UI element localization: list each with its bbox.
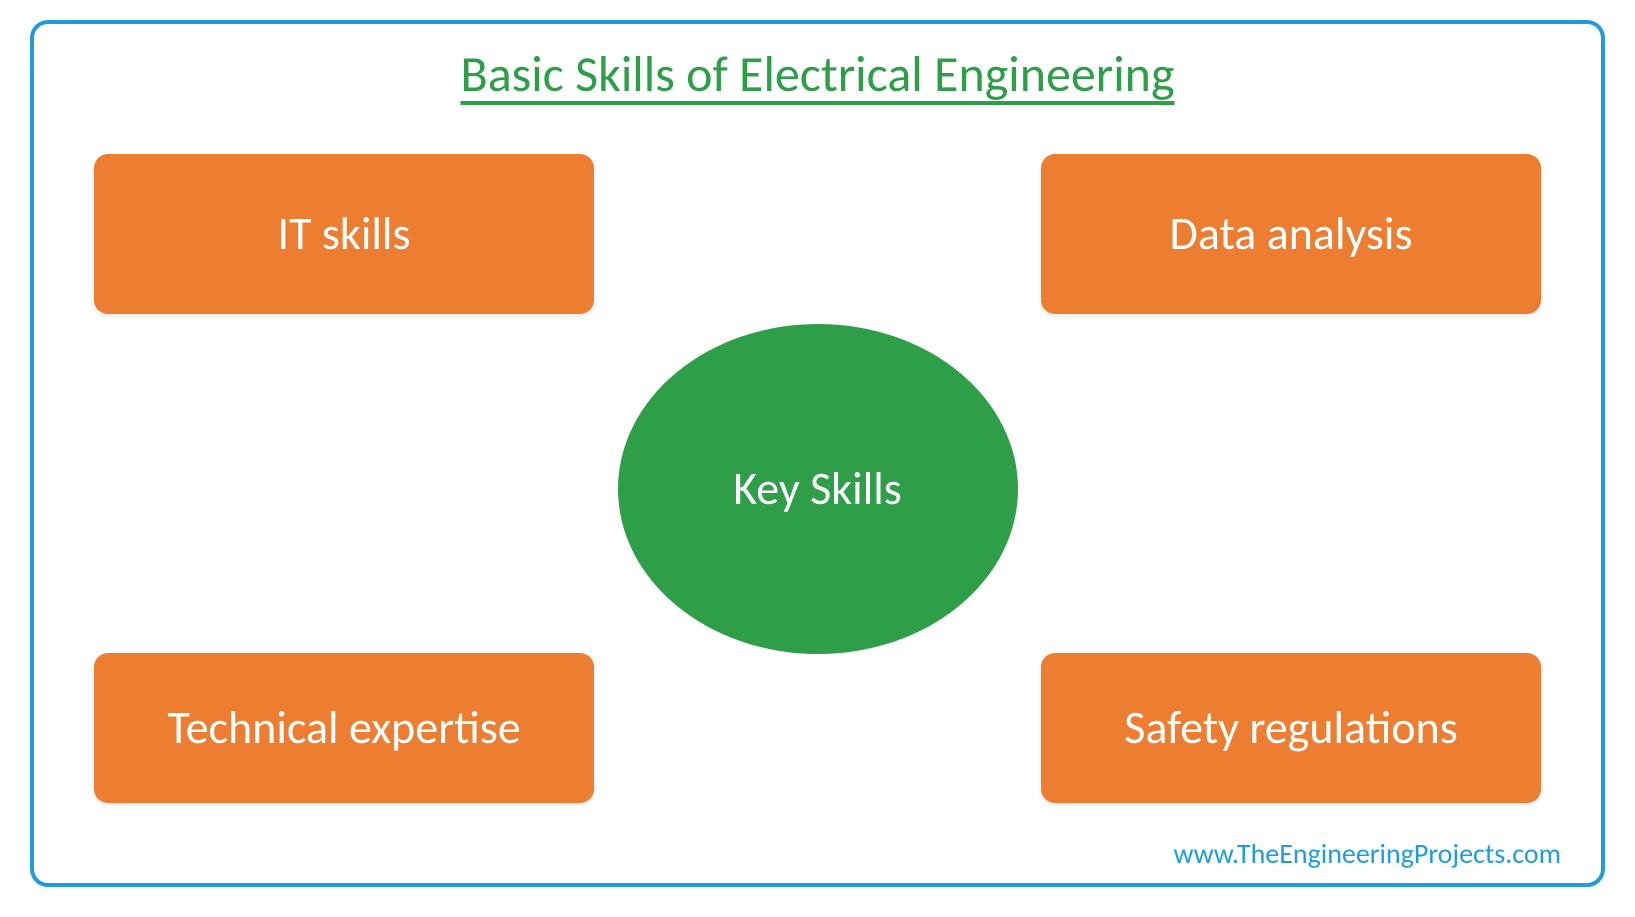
watermark-text: www.TheEngineeringProjects.com bbox=[1173, 836, 1561, 871]
skill-box-it-skills: IT skills bbox=[94, 154, 594, 314]
center-node-key-skills: Key Skills bbox=[618, 324, 1018, 654]
diagram-title: Basic Skills of Electrical Engineering bbox=[34, 44, 1601, 105]
skill-label: Data analysis bbox=[1170, 206, 1413, 262]
skill-box-data-analysis: Data analysis bbox=[1041, 154, 1541, 314]
diagram-container: Basic Skills of Electrical Engineering I… bbox=[30, 20, 1605, 887]
center-label: Key Skills bbox=[733, 461, 902, 517]
skill-label: Safety regulations bbox=[1124, 700, 1457, 756]
skill-label: IT skills bbox=[278, 206, 411, 262]
skill-box-technical-expertise: Technical expertise bbox=[94, 653, 594, 803]
skill-box-safety-regulations: Safety regulations bbox=[1041, 653, 1541, 803]
skill-label: Technical expertise bbox=[167, 700, 520, 756]
